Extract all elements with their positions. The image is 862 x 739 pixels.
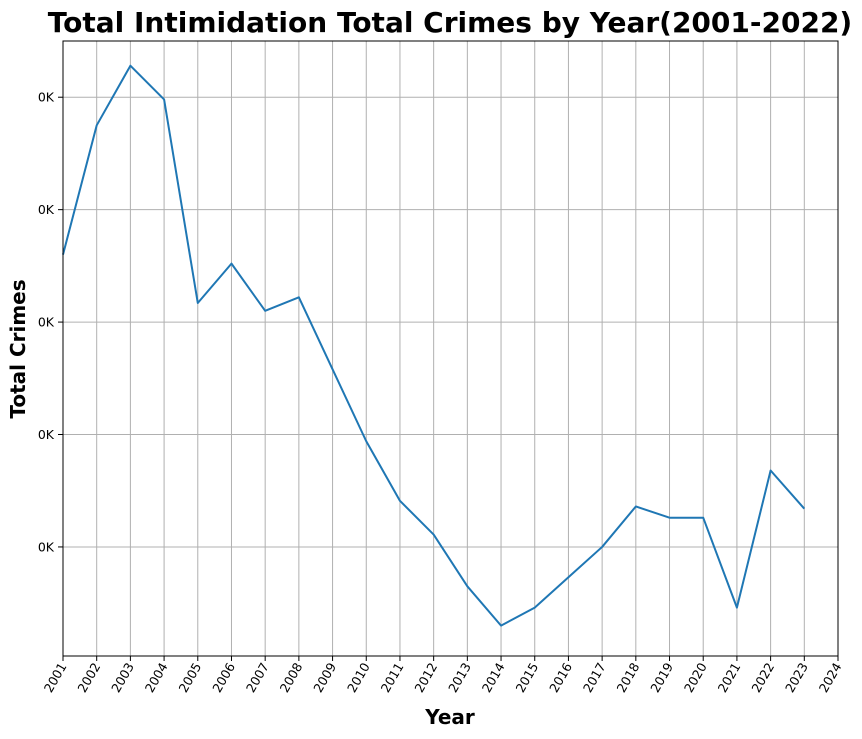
x-tick-label: 2008 (277, 660, 306, 695)
chart-title: Total Intimidation Total Crimes by Year(… (48, 6, 852, 39)
x-tick-label: 2011 (378, 660, 407, 695)
x-tick-label: 2019 (647, 660, 676, 695)
y-tick-label: 0K (38, 90, 55, 105)
x-tick-label: 2003 (108, 660, 137, 695)
x-tick-label: 2015 (512, 660, 541, 695)
x-axis-ticks: 2001 2002 2003 2004 2005 2006 2007 2008 2009 2010… (41, 656, 845, 695)
x-tick-label: 2022 (748, 660, 777, 695)
x-tick-label: 2009 (310, 660, 339, 695)
x-tick-label: 2012 (411, 660, 440, 695)
series-group (62, 64, 806, 627)
x-tick-label: 2001 (41, 660, 70, 695)
x-tick-label: 2006 (209, 660, 238, 695)
y-tick-label: 0K (38, 315, 55, 330)
y-axis-label: Total Crimes (6, 279, 30, 418)
x-tick-label: 2002 (74, 660, 103, 695)
y-tick-label: 0K (38, 202, 55, 217)
plot-frame (62, 40, 839, 657)
y-gridlines (63, 96, 838, 548)
x-tick-label: 2024 (816, 660, 845, 695)
x-tick-label: 2020 (681, 660, 710, 695)
x-tick-label: 2018 (614, 660, 643, 695)
x-gridlines (62, 41, 839, 656)
x-tick-label: 2017 (580, 660, 609, 695)
y-tick-label: 0K (38, 539, 55, 554)
x-tick-label: 2004 (142, 660, 171, 695)
x-axis-label: Year (424, 705, 475, 729)
x-tick-label: 2014 (479, 660, 508, 695)
x-tick-label: 2013 (445, 660, 474, 695)
x-tick-label: 2023 (782, 660, 811, 695)
x-tick-label: 2010 (344, 660, 373, 695)
y-tick-label: 0K (38, 427, 55, 442)
series-line (62, 64, 806, 627)
x-tick-label: 2021 (715, 660, 744, 695)
x-tick-label: 2016 (546, 660, 575, 695)
y-axis-ticks: 0K 0K 0K 0K 0K (38, 90, 63, 554)
x-tick-label: 2005 (175, 660, 204, 695)
x-tick-label: 2007 (243, 660, 272, 695)
